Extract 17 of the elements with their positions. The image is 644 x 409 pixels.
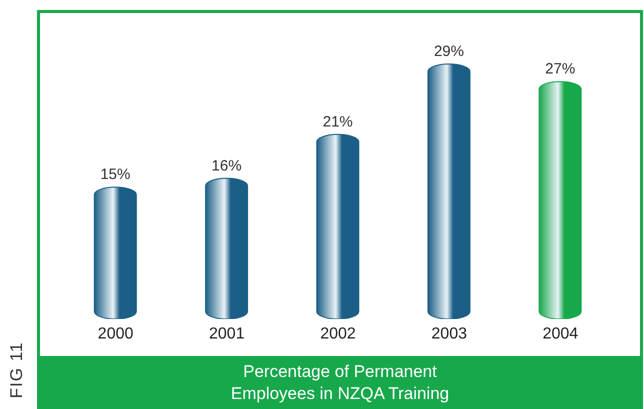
bar (427, 64, 470, 319)
text: Percentage of Permanent Employees in NZQA Training (230, 360, 450, 404)
x-tick-label: 2000 (98, 325, 134, 342)
data-label: 15% (100, 166, 130, 184)
bar (205, 178, 248, 319)
x-tick-label: 2001 (209, 325, 245, 342)
data-label: 29% (434, 43, 464, 60)
bar (316, 134, 360, 319)
bar (538, 81, 582, 319)
data-label: 27% (545, 60, 576, 78)
data-label: 16% (212, 157, 242, 174)
bar (94, 186, 137, 319)
data-label: 21% (322, 113, 353, 130)
caption: FIG 11 (7, 340, 27, 400)
x-tick-label: 2003 (431, 325, 468, 342)
x-tick-label: 2004 (542, 325, 578, 342)
x-tick-label: 2002 (320, 325, 356, 342)
